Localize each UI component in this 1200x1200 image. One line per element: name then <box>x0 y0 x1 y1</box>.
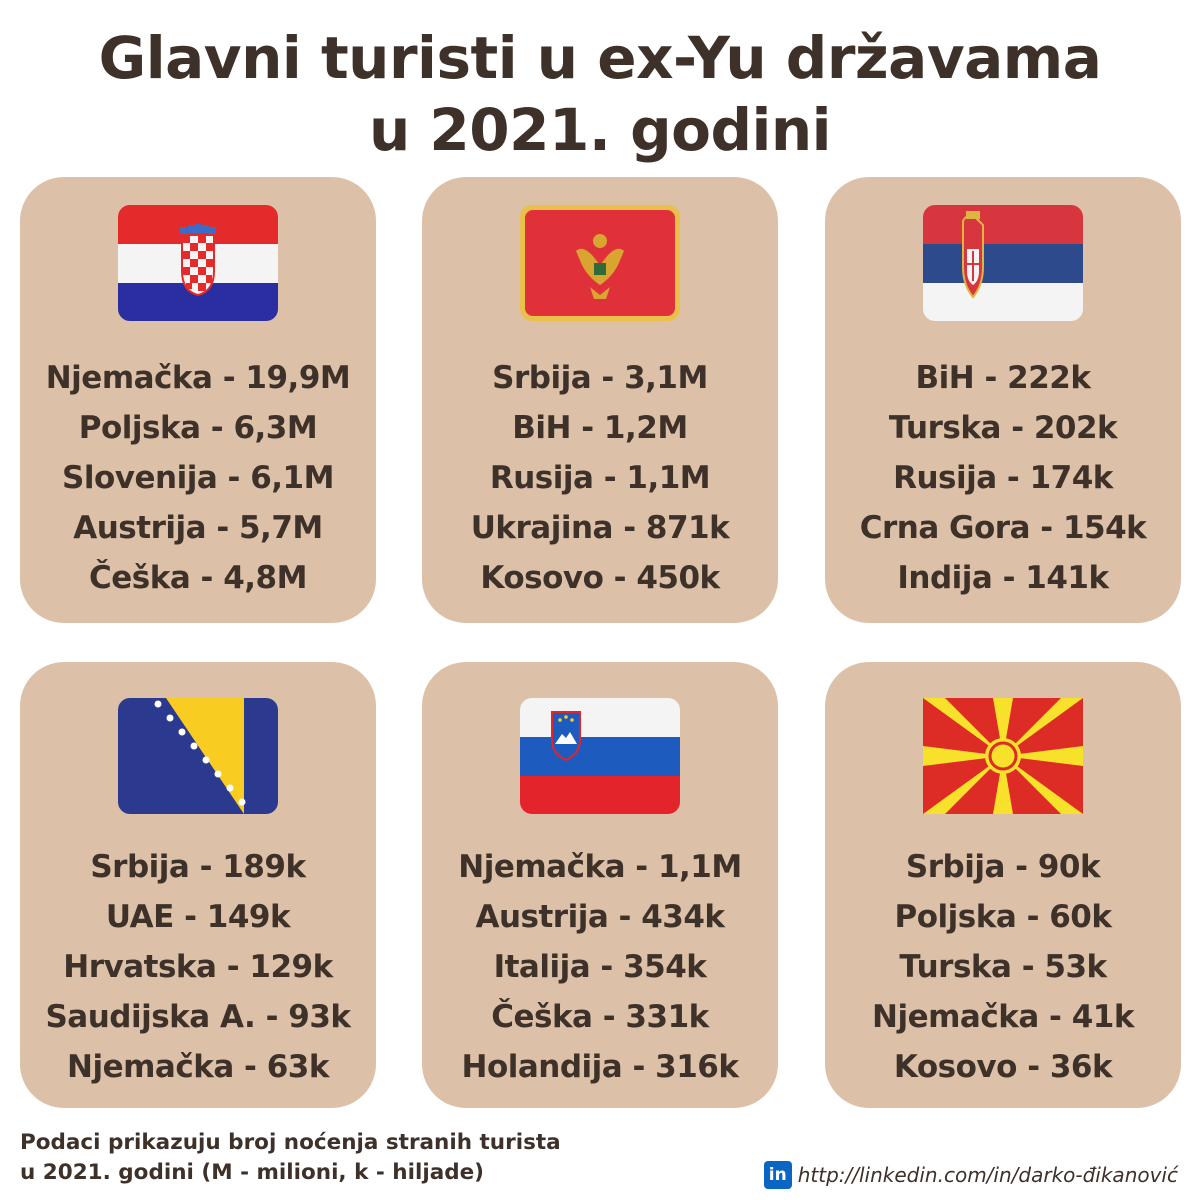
list-item: Njemačka - 63k <box>67 1049 329 1085</box>
montenegro-tourist-list: Srbija - 3,1M BiH - 1,2M Rusija - 1,1M U… <box>422 353 778 603</box>
footnote: Podaci prikazuju broj noćenja stranih tu… <box>20 1128 561 1188</box>
list-item: Saudijska A. - 93k <box>45 999 351 1035</box>
list-item: Njemačka - 1,1M <box>458 849 742 885</box>
slovenia-tourist-list: Njemačka - 1,1M Austrija - 434k Italija … <box>422 842 778 1092</box>
footnote-line-2: u 2021. godini (M - milioni, k - hiljade… <box>20 1160 485 1185</box>
linkedin-url[interactable]: http://linkedin.com/in/darko-đikanović <box>797 1163 1178 1187</box>
card-slovenia: Njemačka - 1,1M Austrija - 434k Italija … <box>422 662 778 1108</box>
serbia-flag <box>923 205 1083 321</box>
list-item: Austrija - 5,7M <box>73 510 323 546</box>
croatia-flag <box>118 205 278 321</box>
list-item: Indija - 141k <box>897 560 1109 596</box>
title-line-1: Glavni turisti u ex-Yu državama <box>98 24 1102 92</box>
list-item: BiH - 222k <box>915 360 1091 396</box>
list-item: Ukrajina - 871k <box>470 510 730 546</box>
list-item: Italija - 354k <box>493 949 707 985</box>
list-item: Turska - 202k <box>888 410 1118 446</box>
linkedin-icon: in <box>763 1161 792 1189</box>
list-item: Kosovo - 36k <box>893 1049 1113 1085</box>
list-item: Slovenija - 6,1M <box>62 460 334 496</box>
list-item: Poljska - 60k <box>894 899 1112 935</box>
bosnia-tourist-list: Srbija - 189k UAE - 149k Hrvatska - 129k… <box>20 842 376 1092</box>
card-serbia: BiH - 222k Turska - 202k Rusija - 174k C… <box>825 177 1181 623</box>
list-item: Srbija - 3,1M <box>492 360 708 396</box>
list-item: Austrija - 434k <box>475 899 725 935</box>
list-item: BiH - 1,2M <box>512 410 688 446</box>
list-item: Crna Gora - 154k <box>859 510 1147 546</box>
list-item: Srbija - 90k <box>905 849 1101 885</box>
list-item: Kosovo - 450k <box>480 560 720 596</box>
footnote-line-1: Podaci prikazuju broj noćenja stranih tu… <box>20 1130 561 1155</box>
north-macedonia-tourist-list: Srbija - 90k Poljska - 60k Turska - 53k … <box>825 842 1181 1092</box>
list-item: Srbija - 189k <box>90 849 306 885</box>
list-item: Njemačka - 19,9M <box>45 360 351 396</box>
list-item: Poljska - 6,3M <box>78 410 318 446</box>
slovenia-flag <box>520 698 680 814</box>
list-item: UAE - 149k <box>105 899 291 935</box>
list-item: Češka - 4,8M <box>89 560 307 596</box>
linkedin-link[interactable]: in http://linkedin.com/in/darko-đikanovi… <box>763 1160 1178 1190</box>
list-item: Turska - 53k <box>899 949 1107 985</box>
list-item: Njemačka - 41k <box>872 999 1134 1035</box>
page-title: Glavni turisti u ex-Yu državama u 2021. … <box>0 22 1200 166</box>
bosnia-flag <box>118 698 278 814</box>
list-item: Holandija - 316k <box>461 1049 740 1085</box>
list-item: Češka - 331k <box>491 999 709 1035</box>
card-croatia: Njemačka - 19,9M Poljska - 6,3M Slovenij… <box>20 177 376 623</box>
card-bosnia: Srbija - 189k UAE - 149k Hrvatska - 129k… <box>20 662 376 1108</box>
card-montenegro: Srbija - 3,1M BiH - 1,2M Rusija - 1,1M U… <box>422 177 778 623</box>
list-item: Hrvatska - 129k <box>63 949 333 985</box>
list-item: Rusija - 1,1M <box>489 460 711 496</box>
card-north-macedonia: Srbija - 90k Poljska - 60k Turska - 53k … <box>825 662 1181 1108</box>
croatia-tourist-list: Njemačka - 19,9M Poljska - 6,3M Slovenij… <box>20 353 376 603</box>
list-item: Rusija - 174k <box>893 460 1113 496</box>
serbia-tourist-list: BiH - 222k Turska - 202k Rusija - 174k C… <box>825 353 1181 603</box>
title-line-2: u 2021. godini <box>368 96 832 164</box>
north-macedonia-flag <box>923 698 1083 814</box>
montenegro-flag <box>520 205 680 321</box>
